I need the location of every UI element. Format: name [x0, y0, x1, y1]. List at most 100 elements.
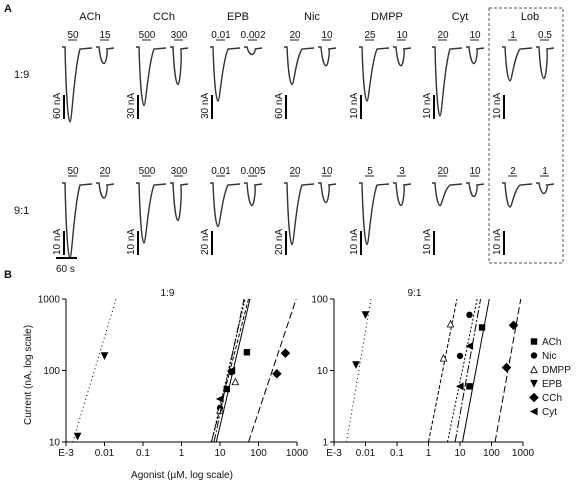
x-tick-label: E-3 [58, 448, 74, 459]
x-tick-label: 0.01 [356, 448, 376, 459]
data-point-dmpp [231, 377, 240, 386]
plot-0: 1:9 10 100 1000 E-3 0.01 0.1 1 10 100 1000 [38, 288, 309, 459]
legend-label: DMPP [542, 365, 571, 376]
current-trace [432, 46, 463, 117]
scale-bar-label: 10 nA [126, 229, 137, 255]
data-point-nic [466, 311, 473, 319]
data-point-cch [280, 348, 291, 358]
current-trace [170, 182, 189, 222]
current-trace [210, 46, 241, 102]
legend-marker-ach [530, 338, 538, 345]
current-trace [318, 46, 337, 67]
dose-label: 0.5 [538, 30, 552, 41]
current-trace [318, 182, 337, 204]
dose-label: 15 [99, 30, 111, 41]
y-tick-label: 100 [311, 295, 328, 306]
y-tick-label: 1 [322, 438, 328, 449]
dose-label: 0.01 [211, 30, 231, 41]
agonist-name: CCh [153, 11, 175, 23]
data-point-dmpp [439, 353, 448, 362]
y-axis-label: Current (nA, log scale) [23, 325, 34, 425]
x-tick-label: 100 [250, 448, 267, 459]
data-point-cyt [465, 342, 474, 350]
data-point-ach [466, 383, 473, 390]
legend: ACh Nic DMPP EPB CCh Cyt [529, 337, 571, 418]
dose-label: 50 [67, 166, 79, 177]
fit-line-cyt [454, 299, 482, 442]
current-trace [536, 182, 555, 195]
row-label-top: 1:9 [14, 69, 29, 81]
dose-label: 10 [321, 30, 333, 41]
dose-label: 500 [139, 166, 156, 177]
fit-line-ach [462, 299, 490, 442]
scale-bar-label: 10 nA [492, 229, 503, 255]
dose-label: 0.01 [211, 166, 231, 177]
x-tick-label: 10 [214, 448, 226, 459]
agonist-name: Cyt [452, 11, 469, 23]
legend-label: ACh [542, 337, 561, 348]
current-trace [284, 182, 315, 246]
dose-label: 20 [289, 166, 301, 177]
current-trace [466, 182, 485, 198]
dose-label: 1 [542, 166, 548, 177]
current-trace [62, 46, 93, 123]
dose-label: 3 [399, 166, 405, 177]
scale-bar-label: 20 nA [200, 229, 211, 255]
data-point-epb [100, 352, 109, 360]
y-tick-label: 1000 [38, 295, 61, 306]
data-point-cyt [455, 382, 464, 391]
legend-label: CCh [542, 393, 562, 404]
current-trace [284, 46, 315, 86]
plot-title: 9:1 [408, 288, 422, 299]
fit-line-epb [346, 299, 372, 442]
dose-label: 300 [171, 166, 188, 177]
data-point-cch [272, 369, 282, 379]
time-scale-label: 60 s [56, 264, 75, 275]
legend-marker-epb [530, 379, 538, 388]
dose-label: 1 [510, 30, 516, 41]
scale-bar-label: 30 nA [200, 93, 211, 119]
current-trace [170, 46, 189, 86]
scale-bar-label: 60 nA [274, 93, 285, 119]
current-trace [432, 182, 463, 207]
fit-line-dmpp [428, 299, 458, 442]
x-tick-label: 0.1 [136, 448, 150, 459]
data-point-dmpp [446, 319, 455, 328]
data-point-cyt [215, 395, 224, 403]
agonist-name: EPB [227, 11, 249, 23]
data-point-epb [352, 361, 360, 369]
current-trace [466, 46, 485, 65]
current-trace [136, 46, 167, 107]
dose-label: 20 [437, 166, 449, 177]
legend-marker-cyt [529, 407, 538, 416]
current-trace [96, 182, 115, 199]
current-trace [244, 46, 263, 56]
dose-label: 0.005 [240, 166, 265, 177]
data-point-cch [501, 362, 512, 373]
scale-bar-label: 10 nA [349, 229, 360, 255]
legend-label: EPB [542, 379, 562, 390]
dose-label: 10 [469, 166, 481, 177]
current-trace [244, 182, 263, 207]
current-trace [62, 182, 93, 259]
current-trace [359, 46, 390, 102]
current-trace [96, 46, 115, 65]
data-point-nic [456, 352, 464, 360]
x-tick-label: 10 [454, 448, 466, 459]
current-trace [502, 46, 533, 82]
dose-label: 0.002 [240, 30, 265, 41]
x-tick-label: 0.01 [95, 448, 115, 459]
data-point-cch [508, 320, 519, 330]
panel-b-label: B [4, 269, 12, 281]
current-trace [136, 182, 167, 244]
dose-label: 500 [139, 30, 156, 41]
current-trace [210, 182, 241, 228]
dose-label: 20 [437, 30, 449, 41]
current-trace [359, 182, 390, 246]
panel-a-label: A [4, 3, 12, 15]
dose-label: 10 [469, 30, 481, 41]
x-axis-label: Agonist (µM, log scale) [131, 470, 233, 481]
dose-label: 10 [321, 166, 333, 177]
